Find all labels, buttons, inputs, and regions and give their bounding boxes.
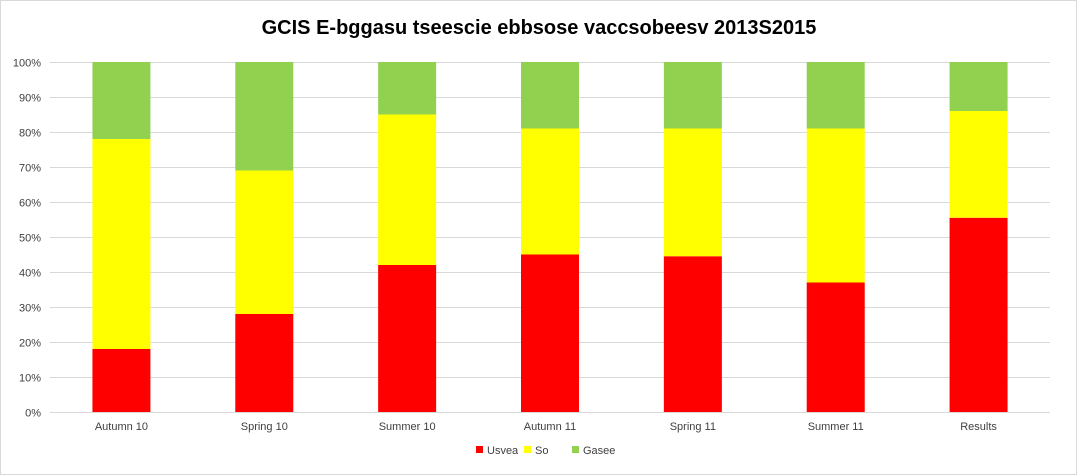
- y-tick-label: 30%: [19, 303, 41, 315]
- y-tick-label: 100%: [13, 58, 41, 70]
- bar-segment-gasee: [235, 62, 294, 171]
- y-tick-label: 50%: [19, 233, 41, 245]
- x-tick-label: Autumn 10: [95, 421, 148, 433]
- legend-swatch: [476, 446, 483, 453]
- x-axis-tick-labels: Autumn 10 Spring 10 Summer 10 Autumn 11 Spri…: [95, 421, 998, 433]
- y-axis-tick-labels: 0% 10% 20% 30% 40% 50% 60% 70% 80% 90% 100%: [13, 58, 41, 420]
- bar-segment-usvea: [92, 349, 151, 412]
- bar-segment-so: [806, 128, 865, 283]
- bar-segment-usvea: [663, 256, 722, 412]
- x-tick-label: Summer 11: [808, 421, 864, 433]
- legend-label: So: [535, 445, 548, 457]
- legend-label: Usvea: [487, 445, 519, 457]
- x-tick-label: Results: [960, 421, 997, 433]
- bar-segment-so: [521, 128, 579, 255]
- bar-segment-so: [235, 170, 294, 314]
- y-tick-label: 70%: [19, 163, 41, 175]
- x-tick-label: Summer 10: [379, 421, 436, 433]
- bar-segment-usvea: [949, 217, 1008, 412]
- y-tick-label: 90%: [19, 93, 41, 105]
- y-tick-label: 60%: [19, 198, 41, 210]
- bar-segment-gasee: [378, 62, 437, 115]
- chart-title: GCIS E-bggasu tseescie ebbsose vaccsobee…: [262, 17, 817, 39]
- y-tick-label: 40%: [19, 268, 41, 280]
- bar-segment-gasee: [949, 62, 1008, 111]
- bar-segment-gasee: [92, 62, 151, 139]
- legend-swatch: [572, 446, 579, 453]
- y-tick-label: 10%: [19, 373, 41, 385]
- x-tick-label: Autumn 11: [524, 421, 576, 433]
- legend: Usvea So Gasee: [476, 445, 615, 457]
- bar-segment-usvea: [235, 314, 294, 412]
- x-tick-label: Spring 10: [241, 421, 288, 433]
- bar-segment-so: [92, 139, 151, 349]
- bar-segment-gasee: [663, 62, 722, 129]
- bar-segment-so: [378, 114, 437, 265]
- bar-segment-so: [663, 128, 722, 257]
- y-tick-label: 80%: [19, 128, 41, 140]
- bar-segment-usvea: [378, 265, 437, 412]
- legend-swatch: [524, 446, 531, 453]
- bar-segment-usvea: [806, 282, 865, 412]
- bar-segment-so: [949, 111, 1008, 218]
- y-tick-label: 20%: [19, 338, 41, 350]
- y-tick-label: 0%: [25, 408, 41, 420]
- bar-segment-gasee: [806, 62, 865, 129]
- bar-segment-usvea: [521, 254, 579, 412]
- x-tick-label: Spring 11: [670, 421, 716, 433]
- bar-segment-gasee: [521, 62, 579, 129]
- bars: [92, 62, 1008, 412]
- legend-label: Gasee: [583, 445, 615, 457]
